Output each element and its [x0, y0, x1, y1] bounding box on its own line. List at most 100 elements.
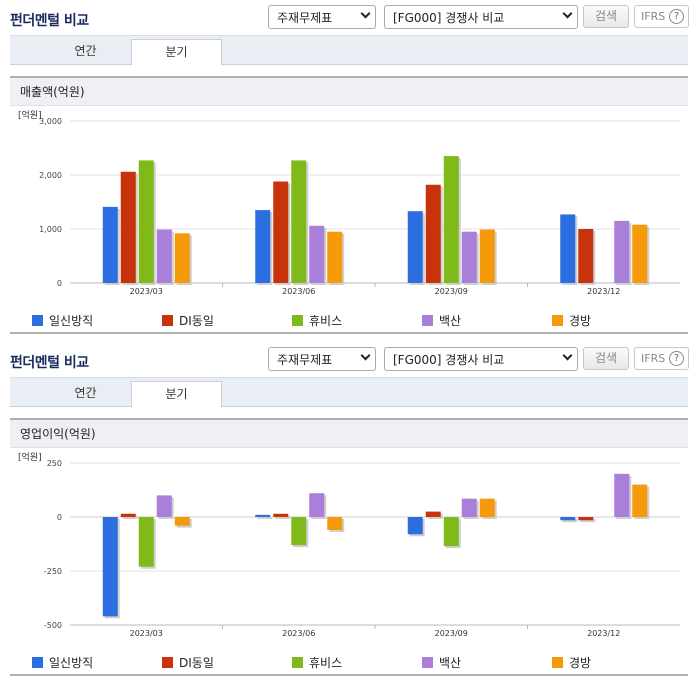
bar: [407, 211, 423, 283]
bar: [443, 517, 459, 547]
legend-item: 백산: [422, 654, 461, 671]
x-tick-label: 2023/09: [435, 287, 468, 296]
legend-item: 일신방직: [32, 654, 93, 671]
panel-title: 펀더멘털 비교: [10, 13, 89, 29]
bar: [156, 495, 172, 517]
panel-header: 펀더멘털 비교 주재무제표 [FG000] 경쟁사 비교 검색 IFRS ?: [0, 0, 696, 34]
bar: [578, 229, 594, 283]
bar: [120, 513, 136, 517]
x-tick-label: 2023/03: [130, 287, 163, 296]
legend-swatch: [292, 657, 303, 668]
y-tick-label: -500: [44, 621, 62, 630]
search-button[interactable]: 검색: [583, 347, 629, 370]
y-tick-label: 3,000: [39, 117, 62, 126]
bar: [443, 156, 459, 283]
legend-label: 백산: [439, 314, 462, 328]
y-tick-label: 250: [47, 459, 62, 468]
fundamental-panel-1: 펀더멘털 비교 주재무제표 [FG000] 경쟁사 비교 검색 IFRS ? 연…: [0, 0, 696, 334]
comparison-group-select[interactable]: [FG000] 경쟁사 비교: [384, 5, 578, 29]
bar: [120, 171, 136, 283]
unit-label: [억원]: [18, 109, 42, 121]
bar: [309, 225, 325, 283]
bar: [174, 517, 190, 526]
bar: [479, 498, 495, 517]
comparison-group-value: [FG000] 경쟁사 비교: [393, 11, 505, 25]
bar-shadow: [580, 519, 596, 523]
bar: [174, 233, 190, 283]
bar: [327, 517, 343, 530]
legend-swatch: [162, 657, 173, 668]
legend-label: 백산: [439, 656, 462, 670]
bar: [614, 220, 630, 283]
bar: [255, 210, 271, 283]
legend-item: DI동일: [162, 312, 214, 329]
bar: [578, 517, 594, 521]
bar: [291, 517, 307, 546]
ifrs-button[interactable]: IFRS ?: [634, 5, 689, 28]
legend-label: 휴비스: [309, 314, 343, 328]
x-tick-label: 2023/09: [435, 629, 468, 638]
chart-title: 매출액(억원): [10, 78, 688, 106]
ifrs-button[interactable]: IFRS ?: [634, 347, 689, 370]
tab-annual[interactable]: 연간: [74, 44, 97, 58]
chevron-down-icon: [360, 8, 371, 19]
period-tabs: 연간 분기: [10, 35, 688, 66]
statement-type-select[interactable]: 주재무제표: [268, 5, 376, 29]
bar-shadow: [275, 515, 291, 519]
bar-shadow: [122, 515, 138, 519]
ifrs-label: IFRS: [641, 10, 666, 23]
comparison-group-select[interactable]: [FG000] 경쟁사 비교: [384, 347, 578, 371]
help-icon[interactable]: ?: [669, 9, 684, 24]
bar: [291, 160, 307, 283]
legend-label: DI동일: [179, 656, 214, 670]
bar: [461, 231, 477, 283]
bar: [560, 214, 576, 283]
help-icon[interactable]: ?: [669, 351, 684, 366]
bar: [309, 493, 325, 517]
legend-label: 일신방직: [49, 314, 94, 328]
tab-quarterly[interactable]: 분기: [131, 39, 222, 66]
statement-type-value: 주재무제표: [277, 11, 333, 25]
chart-title: 영업이익(억원): [10, 420, 688, 448]
panel-header: 펀더멘털 비교 주재무제표 [FG000] 경쟁사 비교 검색 IFRS ?: [0, 342, 696, 376]
legend-item: 일신방직: [32, 312, 93, 329]
chevron-down-icon: [562, 8, 573, 19]
bar: [425, 184, 441, 283]
legend-swatch: [32, 315, 43, 326]
legend-swatch: [552, 315, 563, 326]
legend-swatch: [422, 315, 433, 326]
ifrs-label: IFRS: [641, 352, 666, 365]
legend-item: 휴비스: [292, 654, 342, 671]
y-tick-label: 0: [57, 513, 62, 522]
chart-container: 영업이익(억원) [억원] -500 -250 0 250 2023/03 2023/06 2…: [10, 418, 688, 676]
tab-annual[interactable]: 연간: [74, 386, 97, 400]
bar: [560, 517, 576, 521]
bar: [479, 229, 495, 283]
bar: [273, 513, 289, 517]
legend-swatch: [292, 315, 303, 326]
legend-swatch: [32, 657, 43, 668]
sales-bar-chart: [억원] 0 1,000 2,000 3,000 2023/03 2023/06 2023/0…: [18, 109, 680, 296]
bar: [273, 181, 289, 283]
x-tick-label: 2023/12: [587, 629, 620, 638]
operating-profit-bar-chart: [억원] -500 -250 0 250 2023/03 2023/06 2023/09 202…: [18, 451, 680, 638]
period-tabs: 연간 분기: [10, 377, 688, 408]
bar: [425, 511, 441, 517]
y-tick-label: 0: [57, 279, 62, 288]
statement-type-select[interactable]: 주재무제표: [268, 347, 376, 371]
x-tick-label: 2023/06: [282, 629, 315, 638]
bar: [407, 517, 423, 535]
bar: [255, 514, 271, 517]
bar: [614, 473, 630, 517]
chevron-down-icon: [360, 350, 371, 361]
legend-swatch: [162, 315, 173, 326]
bar: [102, 517, 118, 617]
legend-item: 경방: [552, 654, 591, 671]
bar: [156, 229, 172, 283]
bar-shadow: [257, 516, 273, 519]
legend-label: 경방: [569, 314, 592, 328]
tab-quarterly[interactable]: 분기: [131, 381, 222, 408]
legend-label: 경방: [569, 656, 592, 670]
y-tick-label: 1,000: [39, 225, 62, 234]
search-button[interactable]: 검색: [583, 5, 629, 28]
